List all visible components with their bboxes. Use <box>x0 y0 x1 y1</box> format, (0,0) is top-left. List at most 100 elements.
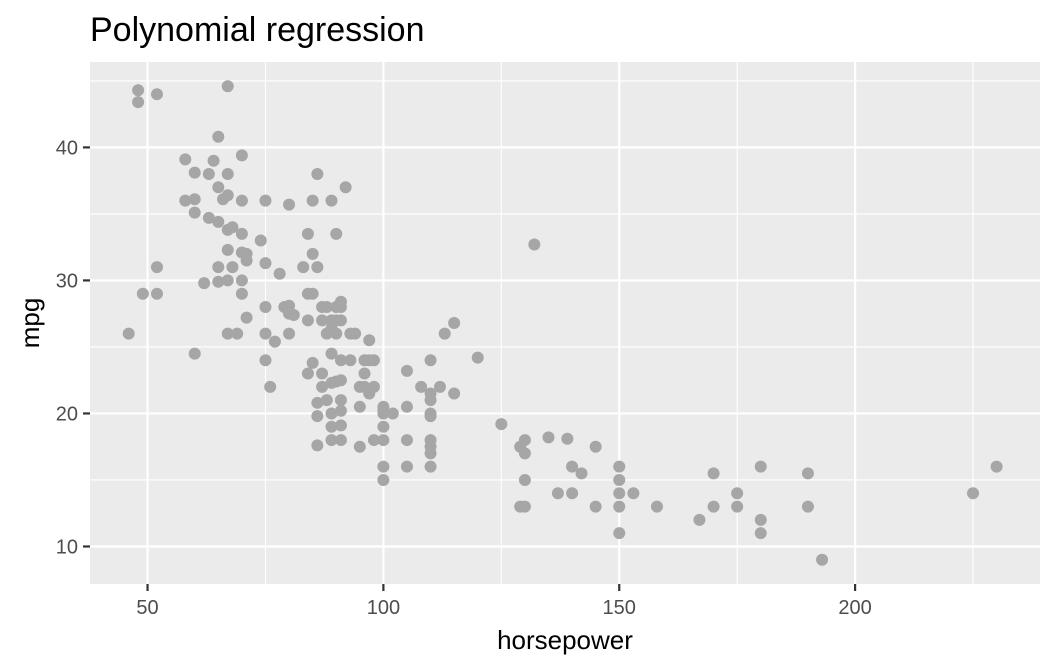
data-point <box>367 354 380 367</box>
data-point <box>273 267 286 280</box>
data-point <box>731 487 744 500</box>
data-point <box>311 410 324 423</box>
data-point <box>518 434 531 447</box>
data-point <box>316 314 329 327</box>
data-point <box>334 354 347 367</box>
data-point <box>566 460 579 473</box>
data-point <box>306 287 319 300</box>
data-point <box>212 275 225 288</box>
data-point <box>325 347 338 360</box>
data-point <box>212 215 225 228</box>
data-point <box>754 527 767 540</box>
data-point <box>179 153 192 166</box>
data-point <box>707 500 720 513</box>
data-point <box>301 227 314 240</box>
data-point <box>438 327 451 340</box>
data-point <box>221 189 234 202</box>
data-point <box>198 277 211 290</box>
data-point <box>377 420 390 433</box>
y-tick-label: 30 <box>56 270 78 292</box>
y-axis-title: mpg <box>15 298 45 349</box>
data-point <box>221 168 234 181</box>
data-point <box>377 407 390 420</box>
data-point <box>495 418 508 431</box>
data-point <box>259 194 272 207</box>
data-point <box>434 380 446 393</box>
x-tick-label: 50 <box>136 597 158 619</box>
data-point <box>400 364 413 377</box>
data-point <box>316 380 329 393</box>
data-point <box>231 327 244 340</box>
data-point <box>320 394 333 407</box>
data-point <box>150 88 163 101</box>
data-point <box>542 431 555 444</box>
data-point <box>754 513 767 526</box>
data-point <box>349 327 362 340</box>
data-point <box>415 380 428 393</box>
data-point <box>589 500 602 513</box>
data-point <box>424 354 437 367</box>
data-point <box>754 460 767 473</box>
data-point <box>528 238 541 251</box>
data-point <box>575 467 588 480</box>
data-point <box>235 287 248 300</box>
data-point <box>400 434 413 447</box>
data-point <box>967 487 980 500</box>
data-point <box>990 460 1003 473</box>
data-point <box>320 301 333 314</box>
data-point <box>283 327 296 340</box>
data-point <box>283 198 296 211</box>
data-point <box>188 193 201 206</box>
data-point <box>297 261 310 274</box>
data-point <box>334 394 347 407</box>
data-point <box>221 80 234 93</box>
data-point <box>816 553 829 566</box>
data-point <box>311 261 324 274</box>
data-point <box>311 439 324 452</box>
data-point <box>339 181 352 194</box>
data-point <box>212 261 225 274</box>
data-point <box>221 327 234 340</box>
data-point <box>325 434 338 447</box>
data-point <box>367 380 380 393</box>
data-point <box>306 247 319 260</box>
data-point <box>316 367 329 380</box>
data-point <box>424 460 437 473</box>
data-point <box>306 356 319 369</box>
data-point <box>627 487 640 500</box>
data-point <box>353 440 366 453</box>
data-point <box>188 347 201 360</box>
data-point <box>334 301 347 314</box>
major-gridlines <box>90 62 1040 584</box>
data-point <box>235 227 248 240</box>
data-point <box>551 487 564 500</box>
data-point <box>311 396 324 409</box>
data-point <box>226 261 239 274</box>
data-point <box>424 447 437 460</box>
y-axis: 10 20 30 40 <box>56 137 90 558</box>
data-point <box>221 243 234 256</box>
data-point <box>801 467 814 480</box>
chart-title: Polynomial regression <box>90 11 425 49</box>
plot-panel <box>90 62 1040 584</box>
data-point <box>132 84 145 97</box>
data-point <box>132 96 145 109</box>
data-point <box>358 367 371 380</box>
data-point <box>311 168 324 181</box>
data-point <box>150 287 163 300</box>
data-point <box>613 500 626 513</box>
data-point <box>693 513 706 526</box>
data-point <box>235 149 248 162</box>
data-point <box>235 194 248 207</box>
data-point <box>301 314 314 327</box>
data-point <box>212 181 225 194</box>
data-point <box>259 354 272 367</box>
data-point <box>613 460 626 473</box>
data-point <box>377 434 390 447</box>
data-point <box>518 500 531 513</box>
data-point <box>207 154 220 167</box>
data-point <box>386 407 399 420</box>
data-point <box>334 434 347 447</box>
data-point <box>212 130 225 143</box>
data-point <box>325 407 338 420</box>
